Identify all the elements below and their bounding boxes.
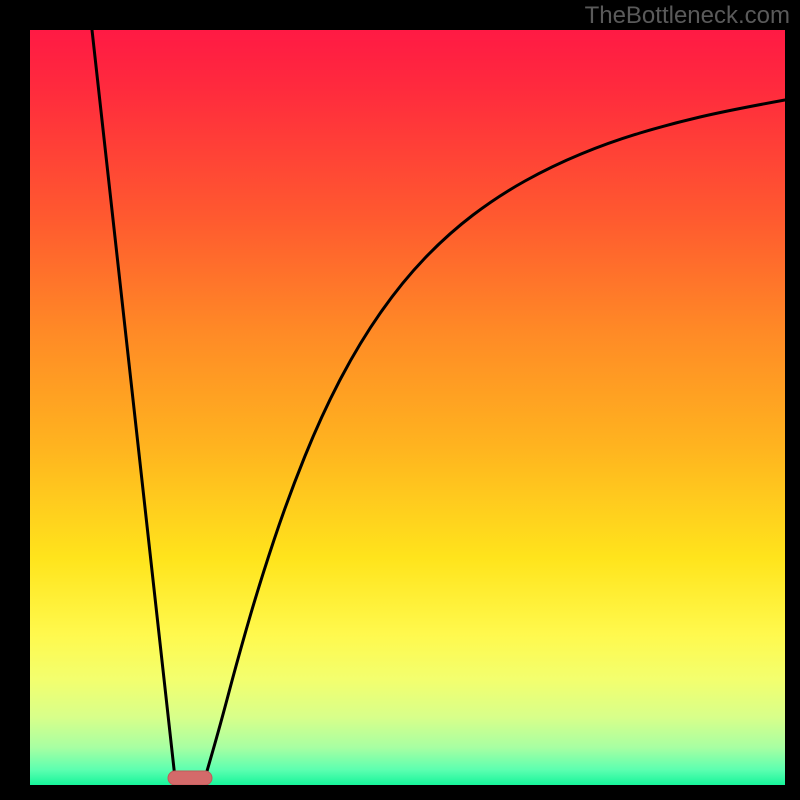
plot-area	[30, 30, 785, 785]
bottleneck-curve	[92, 30, 785, 778]
chart-container: TheBottleneck.com	[0, 0, 800, 800]
optimal-marker	[168, 771, 212, 785]
watermark-text: TheBottleneck.com	[585, 2, 790, 30]
curve-overlay	[30, 30, 785, 785]
